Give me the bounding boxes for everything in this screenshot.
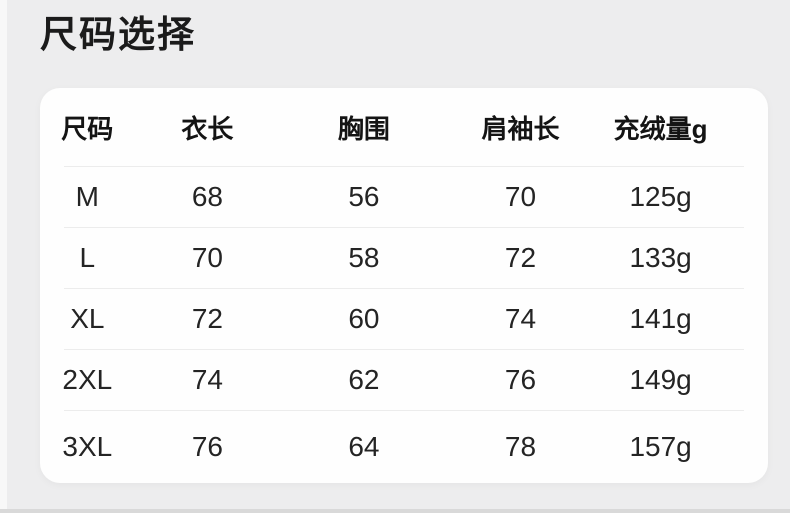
cell-shoulder-sleeve: 78 <box>504 431 537 462</box>
row-divider <box>64 349 744 350</box>
cell-shoulder-sleeve: 76 <box>504 364 537 395</box>
cell-garment-length: 68 <box>191 181 223 212</box>
column-header-chest: 胸围 <box>337 113 390 144</box>
table-row-2xl: 2XL 74 62 76 149g <box>40 350 768 410</box>
column-header-garment-length: 衣长 <box>181 113 234 144</box>
table-row-xl: XL 72 60 74 141g <box>40 289 768 349</box>
row-divider <box>64 166 744 167</box>
cell-garment-length: 72 <box>191 303 223 334</box>
cell-garment-length: 74 <box>191 364 223 395</box>
row-divider <box>64 227 744 228</box>
table-row-m: M 68 56 70 125g <box>40 167 768 227</box>
cell-size: 3XL <box>62 431 113 462</box>
column-header-shoulder-sleeve: 肩袖长 <box>481 113 560 144</box>
cell-down-fill: 157g <box>629 431 692 462</box>
cell-garment-length: 70 <box>191 242 223 273</box>
cell-chest: 62 <box>348 364 380 395</box>
cell-size: L <box>79 242 96 273</box>
column-header-down-fill: 充绒量g <box>613 113 708 144</box>
column-header-size: 尺码 <box>61 113 114 144</box>
table-row-l: L 70 58 72 133g <box>40 228 768 288</box>
left-edge-strip <box>0 0 7 513</box>
cell-chest: 58 <box>348 242 380 273</box>
row-divider <box>64 410 744 411</box>
cell-shoulder-sleeve: 72 <box>504 242 537 273</box>
cell-shoulder-sleeve: 70 <box>504 181 537 212</box>
cell-garment-length: 76 <box>191 431 223 462</box>
cell-chest: 64 <box>348 431 380 462</box>
cell-shoulder-sleeve: 74 <box>504 303 537 334</box>
cell-size: M <box>75 181 99 212</box>
table-row-3xl: 3XL 76 64 78 157g <box>40 411 768 483</box>
cell-chest: 60 <box>348 303 380 334</box>
cell-down-fill: 125g <box>629 181 692 212</box>
section-title: 尺码选择 <box>40 14 196 55</box>
cell-down-fill: 133g <box>629 242 692 273</box>
row-divider <box>64 288 744 289</box>
cell-size: XL <box>70 303 105 334</box>
size-chart-header-row: 尺码 衣长 胸围 肩袖长 充绒量g <box>40 88 768 166</box>
cell-chest: 56 <box>348 181 380 212</box>
cell-down-fill: 141g <box>629 303 692 334</box>
size-chart-card: 尺码 衣长 胸围 肩袖长 充绒量g M 68 56 70 125g L 70 5… <box>40 88 768 483</box>
cell-size: 2XL <box>62 364 113 395</box>
cell-down-fill: 149g <box>629 364 692 395</box>
next-section-edge <box>0 509 790 513</box>
